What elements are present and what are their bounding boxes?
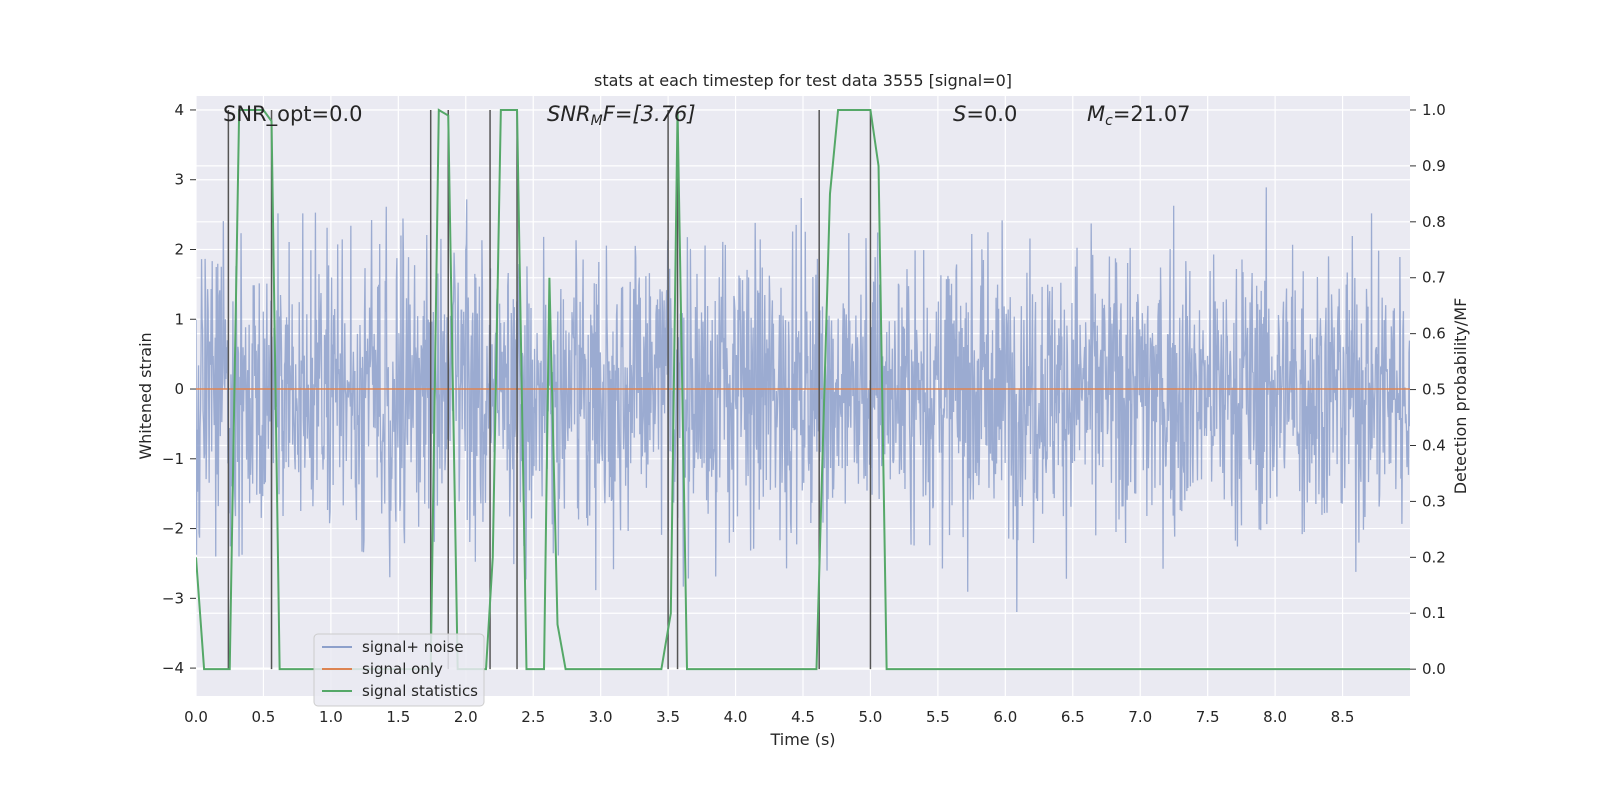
x-tick-label: 3.0 [589, 708, 613, 726]
right-y-tick-label: 0.4 [1422, 436, 1446, 454]
x-tick-label: 8.5 [1331, 708, 1355, 726]
signal-noise-series [196, 187, 1410, 612]
right-y-tick-label: 0.3 [1422, 492, 1446, 510]
right-y-tick-label: 0.0 [1422, 660, 1446, 678]
right-y-tick-label: 0.7 [1422, 269, 1446, 287]
annotation-snr-opt: SNR_opt=0.0 [223, 102, 363, 127]
x-tick-label: 6.5 [1061, 708, 1085, 726]
x-tick-label: 7.0 [1128, 708, 1152, 726]
left-y-tick-label: 4 [174, 101, 184, 119]
x-axis-ticks: 0.0 0.5 1.0 1.5 2.0 2.5 3.0 3.5 4.0 4.5 5.0 5.5 6.0 6… [184, 708, 1354, 726]
signal-noise-line [196, 187, 1410, 612]
right-y-axis-label: Detection probability/MF [1451, 298, 1470, 495]
annotation-s: S=0.0 [953, 102, 1017, 126]
left-y-tick-label: −1 [162, 450, 184, 468]
left-y-tick-label: 1 [174, 310, 184, 328]
x-tick-label: 1.0 [319, 708, 343, 726]
left-y-axis-label: Whitened strain [136, 332, 155, 459]
x-tick-label: 0.0 [184, 708, 208, 726]
legend: signal+ noise signal only signal statist… [313, 633, 485, 707]
legend-label-signal-only: signal only [362, 660, 443, 678]
left-y-axis-ticks: −4 −3 −2 −1 0 1 2 3 4 [162, 101, 196, 677]
right-y-tick-label: 0.6 [1422, 325, 1446, 343]
right-y-axis-ticks: 0.0 0.1 0.2 0.3 0.4 0.5 0.6 0.7 0.8 0.9 1.0 [1410, 101, 1446, 678]
left-y-tick-label: 2 [174, 240, 184, 258]
x-tick-label: 3.5 [656, 708, 680, 726]
chart-title: stats at each timestep for test data 355… [594, 71, 1012, 90]
x-tick-label: 4.5 [791, 708, 815, 726]
annotation-snr-mf: SNRMF=[3.76] [547, 102, 696, 129]
legend-box [313, 633, 485, 707]
x-tick-label: 6.0 [993, 708, 1017, 726]
x-tick-label: 5.0 [859, 708, 883, 726]
left-y-tick-label: 3 [174, 171, 184, 189]
left-y-tick-label: −3 [162, 589, 184, 607]
left-y-tick-label: −2 [162, 520, 184, 538]
x-tick-label: 1.5 [386, 708, 410, 726]
x-tick-label: 0.5 [252, 708, 276, 726]
x-tick-label: 2.0 [454, 708, 478, 726]
right-y-tick-label: 1.0 [1422, 101, 1446, 119]
x-tick-label: 7.5 [1196, 708, 1220, 726]
left-y-tick-label: 0 [174, 380, 184, 398]
right-y-tick-label: 0.2 [1422, 548, 1446, 566]
right-y-tick-label: 0.9 [1422, 157, 1446, 175]
right-y-tick-label: 0.5 [1422, 381, 1446, 399]
left-y-tick-label: −4 [162, 659, 184, 677]
x-tick-label: 2.5 [521, 708, 545, 726]
vertical-markers [227, 109, 872, 670]
x-tick-label: 5.5 [926, 708, 950, 726]
signal-statistics-series [196, 108, 1410, 671]
annotation-mc: Mc=21.07 [1087, 102, 1191, 129]
right-y-tick-label: 0.1 [1422, 604, 1446, 622]
x-axis-label: Time (s) [769, 730, 835, 749]
legend-label-signal-statistics: signal statistics [362, 682, 478, 700]
legend-label-signal-noise: signal+ noise [362, 638, 464, 656]
signal-statistics-line [196, 108, 1410, 671]
x-tick-label: 4.0 [724, 708, 748, 726]
right-y-tick-label: 0.8 [1422, 213, 1446, 231]
x-tick-label: 8.0 [1263, 708, 1287, 726]
